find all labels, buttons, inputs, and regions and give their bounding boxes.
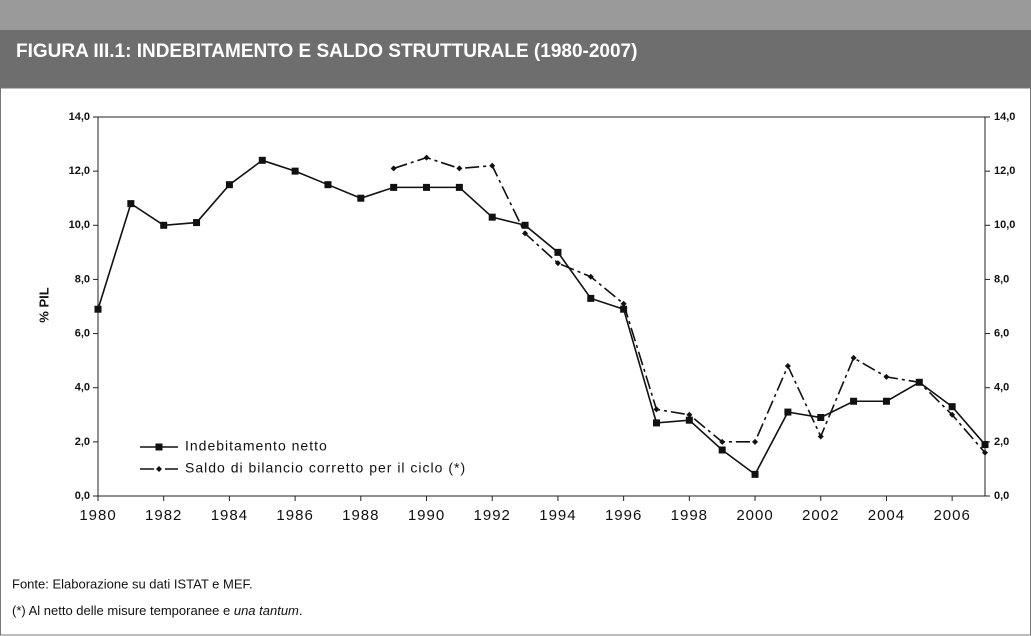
marker [156,466,162,472]
marker [981,441,989,449]
marker [324,181,332,189]
marker [291,167,299,175]
marker [685,416,693,424]
y-tick-label: 6,0 [75,327,90,339]
marker [423,154,430,161]
source-note: Fonte: Elaborazione su dati ISTAT e MEF. [12,576,253,591]
marker [390,183,398,191]
y-tick-label: 10,0 [69,219,90,231]
marker [817,433,824,440]
x-tick-label: 1986 [276,507,313,524]
marker [160,221,168,229]
marker [258,156,266,164]
marker [456,165,463,172]
x-tick-label: 1980 [79,507,116,524]
footnote-end: . [299,603,303,618]
marker [850,397,858,405]
marker [554,248,562,256]
marker [949,411,956,418]
marker [522,230,529,237]
x-tick-label: 1992 [474,507,511,524]
y2-tick-label: 4,0 [994,382,1009,394]
y-tick-label: 14,0 [69,111,90,123]
marker [94,305,102,313]
series-line [393,156,986,454]
x-tick-label: 1994 [539,507,576,524]
y2-tick-label: 8,0 [994,273,1009,285]
y2-tick-label: 6,0 [994,327,1009,339]
marker [489,162,496,169]
marker [817,413,825,421]
marker [784,363,791,370]
marker [455,183,463,191]
marker [554,260,561,267]
marker [521,221,529,229]
marker [653,406,660,413]
y2-tick-label: 2,0 [994,436,1009,448]
marker [882,397,890,405]
marker [718,446,726,454]
marker [916,379,923,386]
y2-tick-label: 0,0 [994,490,1009,502]
footnote-italic: una tantum [234,603,299,618]
marker [883,373,890,380]
y2-tick-label: 12,0 [994,165,1015,177]
x-tick-label: 1984 [211,507,248,524]
x-tick-label: 1982 [145,507,182,524]
x-tick-label: 2002 [802,507,839,524]
y-axis-label: % PIL [36,287,51,322]
marker [390,165,397,172]
y2-tick-label: 14,0 [994,111,1015,123]
legend-label: Indebitamento netto [185,438,328,454]
marker [751,470,759,478]
marker [620,305,628,313]
y-tick-label: 8,0 [75,273,90,285]
marker [620,300,627,307]
header-band [0,30,1031,88]
marker [982,449,988,456]
x-tick-label: 2000 [736,507,773,524]
y-tick-label: 0,0 [75,490,90,502]
marker [225,181,233,189]
marker [423,183,431,191]
marker [686,411,693,418]
x-tick-label: 1988 [342,507,379,524]
marker [652,419,660,427]
footnote: (*) Al netto delle misure temporanee e u… [12,603,303,618]
y-tick-label: 4,0 [75,382,90,394]
marker [784,408,792,416]
y2-tick-label: 10,0 [994,219,1015,231]
y-tick-label: 2,0 [75,436,90,448]
marker [127,200,135,208]
x-tick-label: 1990 [408,507,445,524]
x-tick-label: 1996 [605,507,642,524]
marker [948,403,956,411]
footnote-text: (*) Al netto delle misure temporanee e [12,603,234,618]
y-tick-label: 12,0 [69,165,90,177]
marker [587,273,594,280]
x-tick-label: 2006 [933,507,970,524]
x-tick-label: 1998 [671,507,708,524]
marker [850,354,857,361]
frame [0,87,1031,636]
marker [155,443,163,451]
legend-label: Saldo di bilancio corretto per il ciclo … [185,460,466,476]
header-top [0,0,1031,30]
marker [488,213,496,221]
x-tick-label: 2004 [868,507,905,524]
marker [587,294,595,302]
marker [193,219,201,227]
marker [357,194,365,202]
chart-title: FIGURA III.1: INDEBITAMENTO E SALDO STRU… [16,41,637,62]
series-line [97,159,986,476]
marker [719,438,726,445]
marker [752,438,759,445]
